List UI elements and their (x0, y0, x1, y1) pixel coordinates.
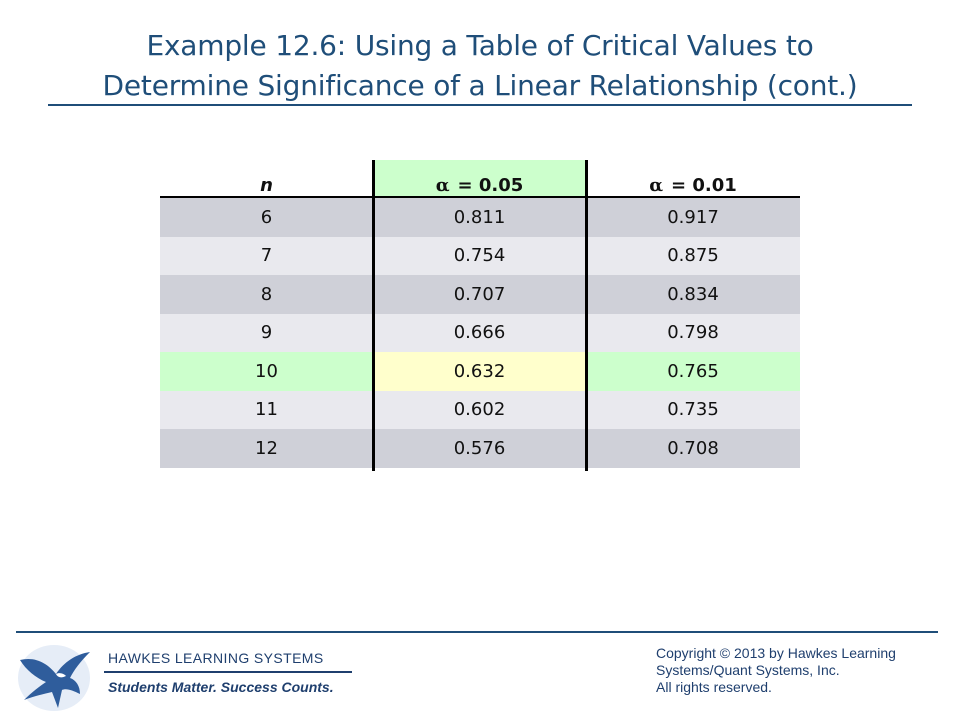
header-n: n (160, 160, 373, 198)
table-header-row: n α = 0.05 α = 0.01 (160, 160, 800, 198)
cell-alpha-001: 0.875 (667, 245, 719, 267)
alpha-symbol: α (649, 174, 664, 196)
header-alpha-005: α = 0.05 (373, 160, 586, 198)
table-row: 9 0.666 0.798 (160, 313, 800, 352)
cell-alpha-001: 0.735 (667, 399, 719, 421)
cell-alpha-005: 0.811 (453, 206, 506, 228)
cell-alpha-005: 0.754 (453, 245, 506, 267)
table-row: 10 0.632 0.765 (160, 352, 800, 391)
table-row: 8 0.707 0.834 (160, 275, 800, 314)
cell-n: 6 (260, 206, 273, 228)
hawk-logo-icon (18, 645, 90, 711)
cell-alpha-005: 0.632 (373, 352, 586, 391)
brand-tagline: Students Matter. Success Counts. (108, 679, 334, 695)
cell-n: 9 (260, 322, 273, 344)
title-line-2: Determine Significance of a Linear Relat… (102, 69, 858, 102)
brand-name: HAWKES LEARNING SYSTEMS (108, 650, 324, 666)
column-divider (585, 160, 588, 471)
cell-n: 7 (260, 245, 273, 267)
header-divider (160, 196, 800, 199)
critical-values-table: n α = 0.05 α = 0.01 6 0.811 0.917 7 0.754 0.8… (160, 160, 800, 471)
copyright-line-1: Copyright © 2013 by Hawkes Learning (656, 645, 896, 661)
table-row: 6 0.811 0.917 (160, 198, 800, 237)
cell-alpha-005: 0.707 (453, 283, 506, 305)
title-underline (48, 104, 912, 106)
cell-alpha-005: 0.602 (453, 399, 506, 421)
copyright-line-3: All rights reserved. (656, 679, 772, 695)
header-alpha-001-label: = 0.01 (671, 174, 737, 196)
cell-alpha-001: 0.708 (667, 437, 719, 459)
table-row: 12 0.576 0.708 (160, 429, 800, 468)
cell-n: 10 (255, 360, 278, 382)
header-alpha-001: α = 0.01 (586, 160, 800, 198)
table-row: 7 0.754 0.875 (160, 236, 800, 275)
cell-alpha-001: 0.798 (667, 322, 719, 344)
cell-n: 8 (260, 283, 273, 305)
cell-alpha-005: 0.666 (453, 322, 506, 344)
brand-underline (104, 671, 352, 673)
header-alpha-005-label: = 0.05 (457, 174, 524, 196)
copyright-notice: Copyright © 2013 by Hawkes Learning Syst… (656, 645, 946, 696)
column-divider (372, 160, 375, 471)
footer-divider (16, 631, 938, 633)
title-line-1: Example 12.6: Using a Table of Critical … (146, 29, 814, 62)
cell-alpha-001: 0.834 (667, 283, 719, 305)
table-row: 11 0.602 0.735 (160, 390, 800, 429)
slide-title: Example 12.6: Using a Table of Critical … (48, 26, 912, 106)
cell-n: 11 (255, 399, 278, 421)
cell-alpha-001: 0.765 (667, 360, 719, 382)
copyright-line-2: Systems/Quant Systems, Inc. (656, 662, 840, 678)
alpha-symbol: α (435, 174, 450, 196)
cell-alpha-005: 0.576 (453, 437, 506, 459)
cell-alpha-001: 0.917 (667, 206, 719, 228)
cell-n: 12 (255, 437, 278, 459)
